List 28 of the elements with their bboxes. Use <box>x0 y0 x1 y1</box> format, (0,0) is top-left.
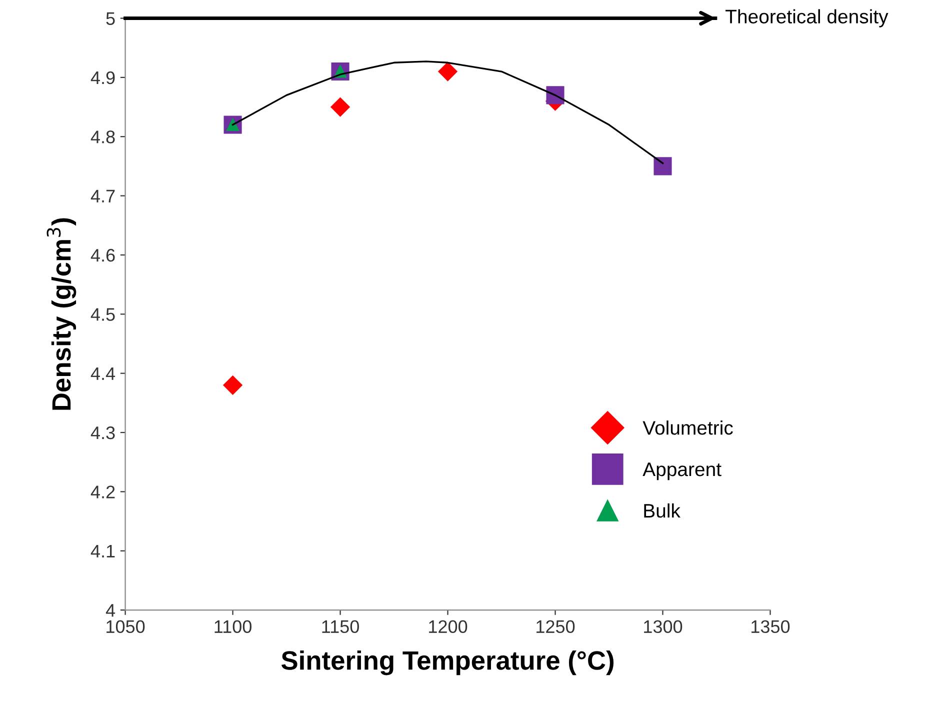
y-tick-label: 4.9 <box>90 71 115 84</box>
y-tick-label: 4.1 <box>90 544 115 558</box>
y-tick-label: 4.4 <box>90 367 116 380</box>
y-axis-title: Density (g/cm$^{3}$) <box>46 218 76 410</box>
x-tick-label: 1250 <box>536 620 575 634</box>
legend-label: Volumetric <box>642 420 733 435</box>
x-tick-label: 1100 <box>214 620 252 634</box>
x-tick-label: 1050 <box>106 620 145 634</box>
x-tick-label: 1300 <box>644 620 682 634</box>
x-axis-title: Sintering Temperature (°C) <box>281 650 614 676</box>
point <box>654 157 672 176</box>
point <box>223 376 242 395</box>
y-tick-label: 4.7 <box>90 190 115 202</box>
y-tick-label: 4 <box>106 604 116 617</box>
x-tick-label: 1350 <box>752 620 790 634</box>
y-tick-label: 4.6 <box>90 248 115 262</box>
x-tick-label: 1150 <box>322 620 359 634</box>
point <box>330 97 350 117</box>
ref-line-label: Theoretical density <box>726 9 888 28</box>
x-tick-label: 1200 <box>429 620 468 634</box>
y-tick-label: 4.8 <box>90 130 115 144</box>
y-tick-label: 5 <box>106 12 115 25</box>
y-tick-label: 4.5 <box>90 308 115 321</box>
legend-label: Apparent <box>642 462 722 480</box>
y-tick-label: 4.2 <box>90 486 115 498</box>
legend-label: Bulk <box>644 503 680 518</box>
y-tick-label: 4.3 <box>90 426 115 440</box>
point <box>438 62 458 82</box>
